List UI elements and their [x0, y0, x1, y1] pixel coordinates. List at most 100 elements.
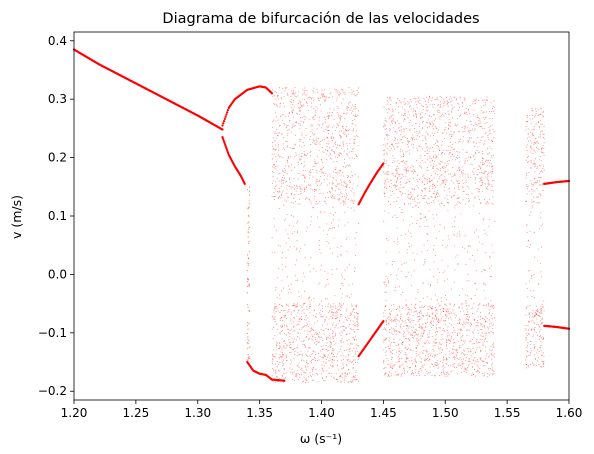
data-point: [416, 135, 418, 137]
data-point: [281, 257, 283, 259]
data-point: [286, 87, 288, 89]
data-point: [305, 379, 308, 381]
data-point: [399, 307, 401, 309]
data-point: [432, 128, 434, 130]
data-point: [280, 357, 282, 359]
data-point: [310, 130, 312, 133]
data-point: [319, 144, 321, 146]
data-point: [471, 313, 474, 315]
data-point: [287, 332, 290, 334]
data-point: [470, 176, 472, 178]
data-point: [343, 321, 345, 323]
data-point: [333, 109, 335, 111]
data-point: [488, 159, 490, 161]
data-point: [420, 335, 422, 337]
data-point: [526, 346, 528, 348]
data-point: [327, 143, 329, 145]
data-point: [289, 120, 291, 122]
data-point: [341, 126, 343, 128]
data-point: [272, 369, 274, 371]
data-point: [416, 334, 418, 336]
data-point: [472, 374, 475, 376]
data-point: [490, 305, 492, 307]
data-point: [474, 363, 476, 365]
data-point: [304, 177, 306, 179]
data-point: [325, 316, 327, 318]
data-point: [290, 193, 293, 195]
data-point: [278, 363, 280, 365]
data-point: [339, 115, 341, 117]
data-point: [533, 363, 535, 365]
data-point: [349, 343, 352, 345]
data-point: [310, 201, 312, 203]
data-point: [340, 147, 342, 150]
data-point: [467, 365, 469, 367]
data-point: [457, 351, 459, 353]
data-point: [432, 312, 434, 314]
data-point: [448, 374, 450, 376]
data-point: [342, 175, 345, 177]
data-point: [539, 312, 541, 315]
data-point: [535, 331, 537, 334]
data-point: [405, 160, 407, 162]
data-point: [322, 171, 324, 173]
data-point: [430, 322, 432, 324]
data-point: [429, 124, 431, 126]
data-point: [280, 185, 282, 187]
data-point: [484, 358, 486, 360]
data-point: [478, 188, 481, 190]
data-point: [278, 173, 280, 175]
data-point: [316, 141, 318, 143]
data-point: [394, 321, 396, 323]
chart-title: Diagrama de bifurcación de las velocidad…: [162, 11, 479, 27]
data-point: [403, 203, 406, 205]
data-point: [315, 332, 317, 334]
data-point: [459, 138, 461, 140]
data-point: [427, 353, 429, 355]
data-point: [396, 132, 398, 134]
data-point: [469, 316, 471, 318]
data-point: [424, 187, 426, 189]
data-point: [390, 180, 392, 182]
data-point: [401, 156, 403, 158]
data-point: [341, 325, 343, 328]
data-point: [384, 327, 386, 329]
data-point: [332, 318, 334, 320]
data-point: [449, 303, 452, 305]
data-point: [398, 100, 400, 102]
data-point: [473, 329, 475, 331]
data-point: [458, 322, 460, 324]
data-point: [407, 179, 409, 181]
data-point: [433, 144, 435, 146]
data-point: [389, 343, 391, 345]
data-point: [454, 234, 456, 236]
data-point: [318, 303, 321, 305]
data-point: [331, 332, 333, 335]
data-point: [469, 138, 471, 140]
data-point: [297, 336, 299, 338]
data-point: [274, 307, 276, 309]
data-point: [437, 105, 439, 107]
data-point: [385, 300, 387, 302]
data-point: [275, 376, 278, 378]
data-point: [441, 182, 443, 184]
data-point: [408, 193, 410, 195]
data-point: [283, 368, 285, 370]
data-point: [458, 358, 460, 361]
data-point: [444, 184, 447, 186]
data-point: [286, 184, 288, 187]
data-point: [411, 336, 413, 339]
data-point: [403, 326, 405, 328]
data-point: [384, 374, 386, 376]
data-point: [420, 369, 423, 372]
data-point: [318, 336, 320, 338]
data-point: [398, 353, 400, 355]
data-point: [335, 334, 337, 336]
data-point: [540, 194, 542, 197]
data-point: [439, 304, 441, 306]
data-point: [471, 374, 473, 376]
data-point: [432, 167, 434, 169]
data-point: [277, 310, 279, 312]
data-point: [405, 322, 407, 324]
data-point: [409, 149, 411, 151]
